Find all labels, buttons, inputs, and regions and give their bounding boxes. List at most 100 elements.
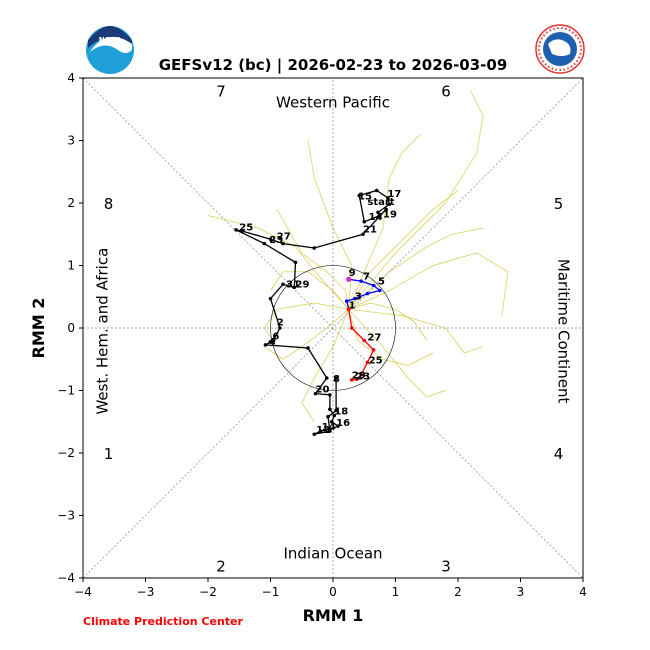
y-tick-label: −4 — [57, 571, 75, 585]
observed-day-label: 8 — [333, 374, 340, 385]
observed-point — [361, 232, 365, 237]
region-label: Western Pacific — [276, 94, 390, 112]
observed-point — [268, 237, 273, 242]
region-label: Maritime Continent — [555, 259, 573, 404]
observed-point — [281, 241, 285, 246]
forecast-late-point — [354, 377, 359, 382]
observed-day-label: 27 — [277, 231, 291, 242]
forecast-late-point — [371, 348, 376, 352]
ensemble-member-line — [348, 308, 484, 354]
x-tick-label: 0 — [329, 585, 337, 599]
noaa-logo-text: NOAA — [99, 36, 122, 44]
ensemble-member-line — [263, 302, 349, 347]
footer-credit: Climate Prediction Center — [83, 615, 243, 628]
observed-point — [240, 229, 245, 233]
observed-point — [357, 193, 362, 198]
ensemble-member-line — [270, 271, 349, 310]
forecast-day-label: 1 — [349, 301, 356, 312]
observed-point — [328, 407, 332, 412]
ensemble-member-line — [276, 209, 349, 310]
observed-day-label: 16 — [336, 418, 350, 429]
y-tick-label: 3 — [67, 134, 75, 148]
x-tick-label: 4 — [579, 585, 587, 599]
x-tick-label: −1 — [262, 585, 280, 599]
ensemble-member-line — [348, 252, 509, 316]
forecast-late-point — [349, 326, 354, 330]
forecast-day-label: 27 — [367, 333, 381, 344]
observed-point — [326, 414, 330, 419]
ensemble-member-line — [348, 190, 459, 310]
observed-point — [334, 408, 338, 413]
observed-point — [334, 376, 338, 380]
x-tick-label: 3 — [517, 585, 525, 599]
ensemble-member-line — [301, 309, 349, 422]
y-tick-label: −2 — [57, 446, 75, 460]
x-tick-label: −2 — [199, 585, 217, 599]
observed-day-label: 31 — [286, 279, 300, 290]
y-tick-label: −3 — [57, 509, 75, 523]
forecast-late-point — [346, 307, 351, 312]
forecast-early-point — [359, 279, 363, 283]
observed-day-label: 23 — [269, 235, 283, 246]
forecast-day-label: 7 — [363, 271, 370, 282]
noaa-logo: NOAA — [86, 26, 134, 74]
observed-day-label: 2 — [277, 318, 284, 329]
ensemble-member-line — [307, 140, 353, 310]
observed-point — [332, 413, 337, 418]
observed-point — [293, 260, 298, 265]
observed-day-label: 15 — [358, 191, 372, 202]
x-axis-label: RMM 1 — [303, 606, 364, 625]
y-tick-label: 0 — [67, 321, 75, 335]
forecast-day-label: 9 — [349, 268, 356, 279]
region-label: West. Hem. and Africa — [94, 248, 112, 415]
observed-point — [271, 338, 276, 343]
observed-day-label: 12 — [316, 425, 330, 436]
phase-number: 6 — [441, 83, 451, 101]
observed-point — [324, 376, 329, 380]
observed-point — [292, 285, 297, 290]
observed-point — [262, 241, 267, 246]
forecast-late-point — [365, 360, 370, 365]
forecast-day-label: 25 — [369, 356, 383, 367]
forecast-start-point — [346, 276, 352, 282]
forecast-day-label: 23 — [356, 371, 370, 382]
forecast-early-point — [365, 291, 370, 296]
ensemble-member-line — [348, 302, 428, 341]
observed-point — [268, 296, 273, 301]
observed-day-label: 20 — [316, 384, 330, 395]
observed-point — [278, 326, 282, 330]
forecast-day-label: 29 — [352, 371, 366, 382]
ensemble-member-line — [348, 227, 484, 310]
observed-point — [313, 391, 318, 396]
forecast-late-point — [349, 378, 354, 382]
series-layer — [234, 188, 392, 437]
observed-point — [312, 246, 317, 250]
observed-day-label: 19 — [383, 209, 397, 220]
ensemble-layer — [207, 90, 509, 422]
observed-point — [306, 346, 310, 350]
forecast-early-point — [371, 283, 376, 288]
x-tick-label: 2 — [454, 585, 462, 599]
phase-number: 3 — [441, 558, 451, 576]
observed-day-label: 17 — [387, 189, 401, 200]
forecast-late-line — [347, 309, 375, 381]
observed-day-label: 4 — [269, 337, 276, 348]
observed-point — [268, 339, 273, 344]
phase-number: 1 — [104, 445, 114, 463]
forecast-day-label: 5 — [378, 276, 385, 287]
observed-point — [376, 210, 380, 215]
observed-point — [263, 343, 268, 347]
observed-point — [318, 429, 323, 433]
phase-number: 8 — [104, 195, 114, 213]
ensemble-member-line — [348, 309, 446, 398]
observed-day-label: start — [367, 197, 394, 208]
observed-point — [362, 219, 367, 224]
ensemble-member-line — [207, 215, 349, 310]
chart-title: GEFSv12 (bc) | 2026-02-23 to 2026-03-09 — [159, 56, 508, 75]
observed-day-label: 6 — [272, 331, 279, 342]
forecast-early-point — [353, 296, 357, 301]
observed-point — [387, 202, 392, 207]
